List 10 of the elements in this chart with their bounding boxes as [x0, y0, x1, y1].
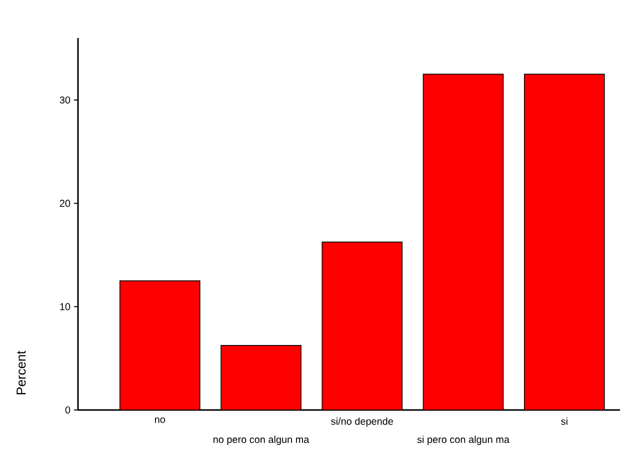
y-tick-label: 30: [60, 96, 70, 104]
y-tick-label: 10: [60, 303, 70, 310]
y-tick-label: 0: [65, 406, 70, 414]
y-tick-label: 20: [60, 200, 70, 207]
x-tick-label: si pero con algun ma: [417, 436, 510, 445]
x-tick-label: no pero con algun ma: [213, 436, 310, 445]
x-tick-label: no: [155, 418, 166, 423]
x-tick-label: si: [561, 418, 568, 425]
y-axis-title: Percent: [16, 350, 26, 394]
x-tick-label: si/no depende: [331, 418, 393, 427]
